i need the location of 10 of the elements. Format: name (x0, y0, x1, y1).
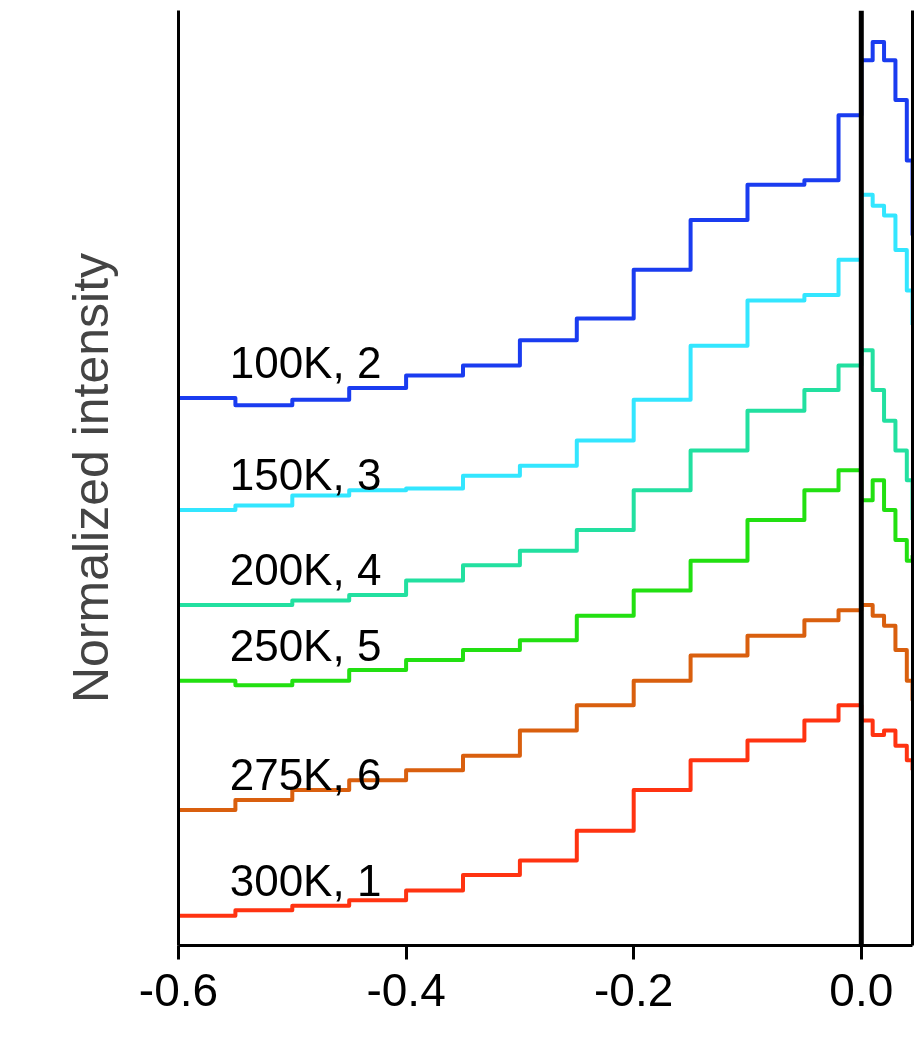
series-label: 200K, 4 (229, 545, 382, 595)
x-tick-label: -0.4 (366, 963, 446, 1016)
series-label: 100K, 2 (229, 338, 382, 388)
x-tick-label: -0.2 (594, 963, 674, 1016)
series-label: 300K, 1 (229, 855, 382, 905)
series-label: 250K, 5 (229, 620, 382, 670)
x-tick-label: 0.0 (829, 963, 894, 1016)
series-label: 150K, 3 (229, 450, 382, 500)
x-tick-label: -0.6 (138, 963, 219, 1016)
y-axis-title: Normalized intensity (62, 252, 119, 704)
